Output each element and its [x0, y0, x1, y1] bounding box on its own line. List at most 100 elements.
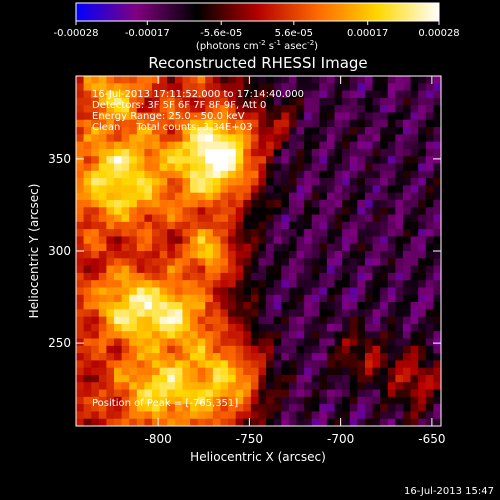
heatmap-cell: [197, 302, 206, 310]
heatmap-cell: [197, 170, 206, 179]
heatmap-cell: [174, 163, 184, 172]
heatmap-cell: [395, 280, 404, 289]
heatmap-cell: [250, 272, 260, 281]
heatmap-cell: [136, 112, 146, 121]
heatmap-cell: [98, 170, 108, 179]
heatmap-cell: [205, 258, 214, 267]
heatmap-cell: [114, 389, 123, 398]
heatmap-cell: [349, 243, 358, 252]
heatmap-cell: [304, 345, 313, 354]
heatmap-cell: [220, 229, 229, 238]
heatmap-cell: [174, 83, 184, 92]
heatmap-cell: [288, 316, 298, 325]
heatmap-cell: [364, 199, 374, 208]
heatmap-cell: [364, 214, 374, 223]
heatmap-cell: [410, 272, 419, 281]
heatmap-cell: [174, 236, 184, 245]
heatmap-cell: [418, 418, 427, 426]
heatmap-cell: [334, 338, 343, 347]
heatmap-cell: [205, 323, 214, 332]
heatmap-cell: [182, 243, 191, 252]
heatmap-cell: [311, 119, 320, 128]
heatmap-cell: [129, 323, 138, 332]
heatmap-cell: [387, 112, 396, 121]
heatmap-cell: [342, 323, 351, 332]
heatmap-cell: [228, 192, 237, 201]
heatmap-cell: [144, 112, 153, 121]
heatmap-cell: [190, 156, 199, 165]
heatmap-cell: [288, 170, 298, 179]
heatmap-cell: [372, 83, 381, 92]
heatmap-cell: [380, 134, 389, 143]
heatmap-cell: [205, 97, 214, 106]
heatmap-cell: [121, 141, 130, 150]
heatmap-cell: [304, 178, 313, 186]
heatmap-cell: [220, 258, 229, 267]
heatmap-cell: [319, 105, 328, 114]
heatmap-cell: [136, 287, 146, 296]
heatmap-cell: [418, 411, 427, 420]
heatmap-cell: [425, 192, 434, 201]
heatmap-cell: [433, 360, 441, 369]
heatmap-cell: [91, 411, 100, 420]
heatmap-cell: [357, 251, 366, 259]
heatmap-cell: [418, 331, 427, 340]
heatmap-cell: [129, 287, 138, 296]
heatmap-cell: [152, 280, 161, 289]
colorbar-tick-label: 0.00028: [418, 28, 459, 39]
heatmap-cell: [334, 367, 343, 376]
heatmap-cell: [364, 229, 374, 238]
heatmap-cell: [167, 309, 176, 318]
heatmap-cell: [311, 163, 320, 172]
heatmap-cell: [235, 287, 244, 296]
heatmap-cell: [250, 243, 260, 252]
heatmap-cell: [235, 353, 244, 361]
heatmap-cell: [174, 287, 184, 296]
heatmap-cell: [190, 221, 199, 230]
heatmap-cell: [395, 272, 404, 281]
heatmap-cell: [114, 243, 123, 252]
heatmap-cell: [159, 418, 168, 426]
heatmap-cell: [106, 207, 115, 216]
heatmap-cell: [76, 374, 85, 383]
heatmap-cell: [296, 199, 305, 208]
heatmap-cell: [235, 214, 244, 223]
heatmap-cell: [342, 185, 351, 194]
heatmap-cell: [380, 199, 389, 208]
heatmap-cell: [91, 83, 100, 92]
heatmap-cell: [418, 374, 427, 383]
heatmap-cell: [425, 360, 434, 369]
heatmap-cell: [395, 236, 404, 245]
heatmap-cell: [410, 127, 419, 135]
heatmap-cell: [357, 265, 366, 274]
heatmap-cell: [98, 119, 108, 128]
heatmap-cell: [319, 214, 328, 223]
heatmap-cell: [228, 229, 237, 238]
heatmap-cell: [326, 331, 336, 340]
heatmap-cell: [296, 374, 305, 383]
footer-timestamp: 16-Jul-2013 15:47: [404, 486, 494, 497]
heatmap-cell: [288, 367, 298, 376]
heatmap-cell: [349, 221, 358, 230]
heatmap-cell: [334, 287, 343, 296]
heatmap-cell: [334, 374, 343, 383]
heatmap-cell: [349, 309, 358, 318]
heatmap-cell: [364, 251, 374, 259]
heatmap-cell: [311, 141, 320, 150]
heatmap-cell: [433, 199, 441, 208]
heatmap-cell: [212, 229, 222, 238]
heatmap-cell: [235, 345, 244, 354]
heatmap-cell: [288, 148, 298, 157]
heatmap-cell: [250, 170, 260, 179]
heatmap-cell: [395, 178, 404, 186]
heatmap-cell: [410, 178, 419, 186]
heatmap-cell: [106, 221, 115, 230]
heatmap-cell: [159, 360, 168, 369]
heatmap-cell: [319, 316, 328, 325]
heatmap-cell: [220, 367, 229, 376]
heatmap-cell: [326, 97, 336, 106]
heatmap-cell: [281, 294, 290, 303]
heatmap-cell: [296, 90, 305, 99]
heatmap-cell: [235, 309, 244, 318]
heatmap-cell: [83, 134, 92, 143]
